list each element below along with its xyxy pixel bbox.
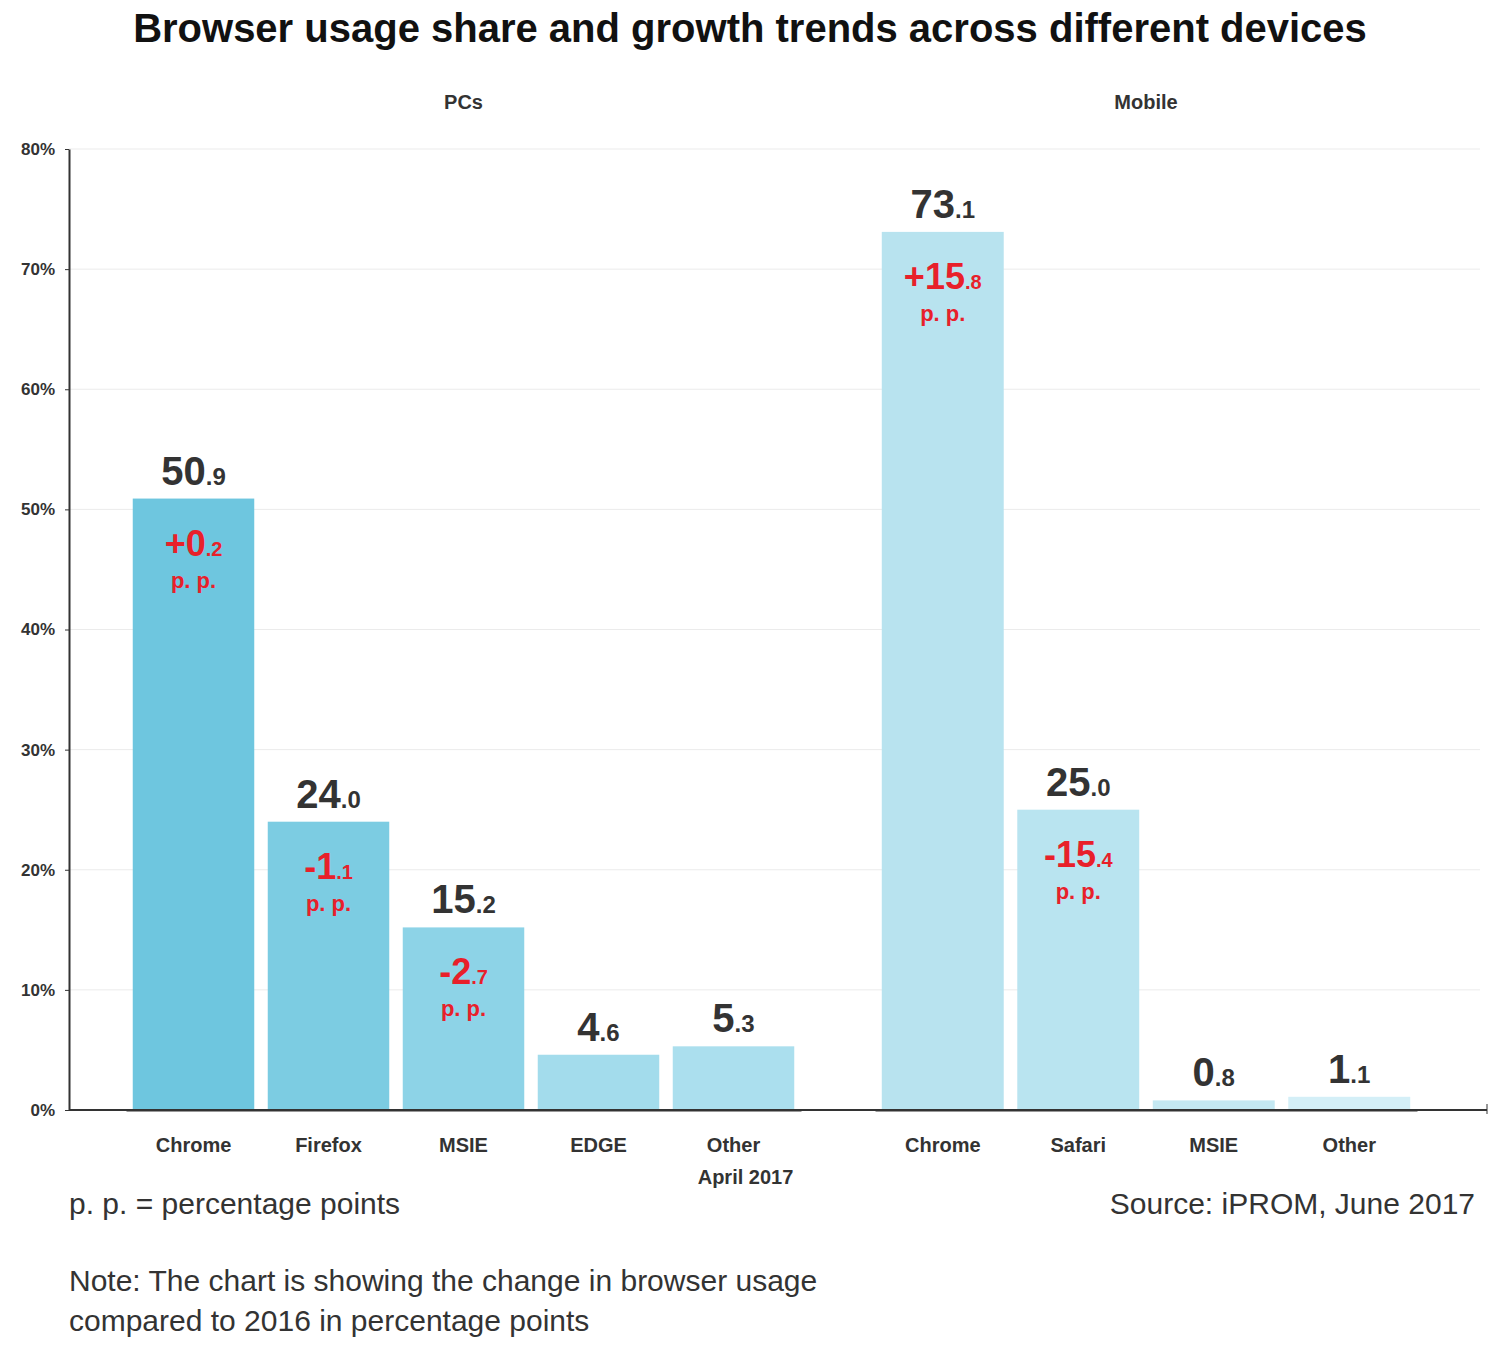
data-label: 24.0 — [296, 772, 361, 816]
change-unit: p. p. — [306, 891, 351, 916]
grid — [69, 149, 840, 1110]
y-tick-mark — [65, 750, 69, 751]
grid-line — [69, 269, 840, 270]
bar — [1288, 1097, 1410, 1110]
y-tick-mark — [65, 870, 69, 871]
bar — [882, 232, 1004, 1110]
x-tick: Chrome — [156, 1110, 232, 1156]
change-unit: p. p. — [171, 568, 216, 593]
x-tick: MSIE — [1189, 1110, 1238, 1156]
x-tick-label: Chrome — [156, 1134, 232, 1156]
bar — [538, 1055, 660, 1110]
x-tick: Chrome — [905, 1110, 981, 1156]
source: Source: iPROM, June 2017 — [1110, 1187, 1475, 1220]
y-tick: 50% — [21, 500, 69, 519]
chart-title: Browser usage share and growth trends ac… — [133, 6, 1367, 50]
bars — [133, 499, 795, 1110]
y-tick: 60% — [21, 380, 69, 399]
data-label: 4.6 — [577, 1005, 619, 1049]
x-tick-label: Other — [1323, 1134, 1377, 1156]
x-tick: Other — [707, 1110, 761, 1156]
footnote: p. p. = percentage points — [69, 1187, 400, 1220]
y-tick-label: 70% — [21, 260, 55, 279]
bar — [403, 927, 525, 1110]
panel: PCs 50.9 +0.2 p. p. 24.0 -1.1 p. p. 15.2 -2.7 p. … — [21, 91, 840, 1188]
baseline-end — [1487, 1104, 1488, 1114]
change-label: -1.1 — [304, 846, 353, 887]
y-tick-mark — [65, 990, 69, 991]
x-tick-label: Chrome — [905, 1134, 981, 1156]
y-tick-label: 50% — [21, 500, 55, 519]
x-tick: Other — [1323, 1110, 1377, 1156]
grid — [840, 149, 1480, 1110]
bar — [268, 822, 390, 1110]
change-unit: p. p. — [920, 301, 965, 326]
x-tick: Firefox — [295, 1110, 362, 1156]
note: Note: The chart is showing the change in… — [69, 1264, 817, 1297]
data-label: 50.9 — [161, 449, 226, 493]
change-unit: p. p. — [1056, 879, 1101, 904]
bars — [882, 232, 1410, 1110]
y-tick-mark — [65, 269, 69, 270]
y-tick-label: 10% — [21, 981, 55, 1000]
y-tick-mark — [65, 509, 69, 510]
x-axis: Chrome Firefox MSIE EDGE Other — [127, 1110, 802, 1156]
change-unit: p. p. — [441, 996, 486, 1021]
y-tick: 70% — [21, 260, 69, 279]
note: compared to 2016 in percentage points — [69, 1304, 589, 1337]
y-tick-label: 30% — [21, 741, 55, 760]
data-label: 25.0 — [1046, 760, 1111, 804]
x-tick: Safari — [1050, 1110, 1106, 1156]
data-label: 0.8 — [1193, 1050, 1235, 1094]
y-tick: 30% — [21, 741, 69, 760]
y-axis: 0% 10% 20% 30% 40% 50% 60% 70% 80% — [21, 140, 70, 1120]
panel-title: PCs — [444, 91, 483, 113]
grid-line — [69, 149, 840, 150]
y-tick: 10% — [21, 981, 69, 1000]
y-tick-label: 40% — [21, 620, 55, 639]
y-tick-label: 20% — [21, 861, 55, 880]
bar — [1017, 810, 1139, 1110]
x-tick: EDGE — [570, 1110, 627, 1156]
grid-line — [840, 149, 1480, 150]
x-axis: Chrome Safari MSIE Other — [876, 1110, 1418, 1156]
y-tick-mark — [65, 630, 69, 631]
x-tick-label: Safari — [1050, 1134, 1106, 1156]
y-tick-label: 80% — [21, 140, 55, 159]
grid-line — [69, 389, 840, 390]
y-tick-mark — [65, 149, 69, 150]
x-axis-title: April 2017 — [698, 1166, 794, 1188]
change-label: -15.4 — [1044, 834, 1114, 875]
panel-title: Mobile — [1114, 91, 1177, 113]
y-tick: 0% — [30, 1101, 69, 1120]
data-label: 5.3 — [712, 996, 754, 1040]
change-label: +0.2 — [165, 523, 223, 564]
data-label: 1.1 — [1328, 1047, 1370, 1091]
y-tick: 40% — [21, 620, 69, 639]
data-label: 15.2 — [431, 877, 496, 921]
change-label: -2.7 — [439, 951, 488, 992]
y-tick-label: 0% — [30, 1101, 55, 1120]
bar — [133, 499, 255, 1110]
chart-root: Browser usage share and growth trends ac… — [0, 0, 1500, 1360]
y-tick-mark — [65, 389, 69, 390]
labels: 73.1 +15.8 p. p. 25.0 -15.4 p. p. 0.8 1.1 — [904, 182, 1371, 1095]
x-tick-label: MSIE — [439, 1134, 488, 1156]
baseline — [69, 1109, 1487, 1111]
data-label: 73.1 — [910, 182, 975, 226]
labels: 50.9 +0.2 p. p. 24.0 -1.1 p. p. 15.2 -2.7 p. p. 4… — [161, 449, 754, 1049]
y-tick-mark — [65, 1110, 69, 1111]
x-tick-label: Other — [707, 1134, 761, 1156]
x-tick-label: MSIE — [1189, 1134, 1238, 1156]
bar — [1153, 1100, 1275, 1110]
change-label: +15.8 — [904, 256, 982, 297]
x-tick: MSIE — [439, 1110, 488, 1156]
panel: Mobile 73.1 +15.8 p. p. 25.0 -15.4 p. p. 0.8 1.1… — [840, 91, 1480, 1156]
x-tick-label: EDGE — [570, 1134, 627, 1156]
x-tick-label: Firefox — [295, 1134, 362, 1156]
y-tick-label: 60% — [21, 380, 55, 399]
y-tick: 80% — [21, 140, 69, 159]
y-tick: 20% — [21, 861, 69, 880]
bar — [673, 1046, 795, 1110]
